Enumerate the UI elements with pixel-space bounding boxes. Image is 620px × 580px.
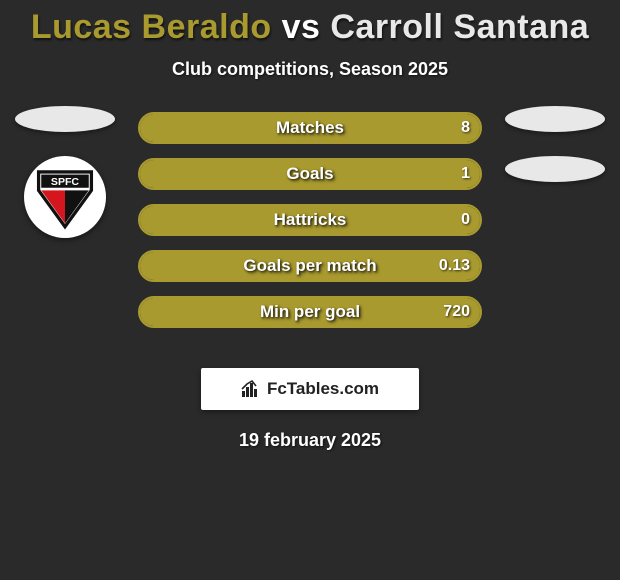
vs-label: vs xyxy=(282,8,321,46)
player-b-marker-ellipse-1 xyxy=(505,106,605,132)
date-label: 19 february 2025 xyxy=(0,430,620,451)
player-a-club-badge: SPFC xyxy=(24,156,106,238)
chart-area: SPFC Matches 8 Goals 1 Hattricks 0 Goals per m… xyxy=(0,112,620,342)
player-a-marker-ellipse xyxy=(15,106,115,132)
bar-label: Goals xyxy=(286,164,333,184)
bar-value-right: 1 xyxy=(461,165,470,183)
bar-value-right: 0.13 xyxy=(439,257,470,275)
bar-label: Matches xyxy=(276,118,344,138)
bar-value-right: 720 xyxy=(443,303,470,321)
spfc-shield-icon: SPFC xyxy=(32,164,98,230)
bar-label: Goals per match xyxy=(243,256,376,276)
stat-bar: Goals 1 xyxy=(138,158,482,190)
subtitle: Club competitions, Season 2025 xyxy=(0,59,620,80)
left-player-column: SPFC xyxy=(10,106,120,238)
bar-label: Hattricks xyxy=(274,210,347,230)
stat-bar: Min per goal 720 xyxy=(138,296,482,328)
bar-label: Min per goal xyxy=(260,302,360,322)
player-a-name: Lucas Beraldo xyxy=(31,8,272,46)
stat-bars: Matches 8 Goals 1 Hattricks 0 Goals per match 0… xyxy=(138,112,482,328)
player-b-marker-ellipse-2 xyxy=(505,156,605,182)
stat-bar: Hattricks 0 xyxy=(138,204,482,236)
stat-bar: Matches 8 xyxy=(138,112,482,144)
bar-value-right: 8 xyxy=(461,119,470,137)
attribution-badge[interactable]: FcTables.com xyxy=(201,368,419,410)
attribution-text: FcTables.com xyxy=(267,379,379,399)
bar-value-right: 0 xyxy=(461,211,470,229)
bar-chart-icon xyxy=(241,379,263,399)
stat-bar: Goals per match 0.13 xyxy=(138,250,482,282)
page-title: Lucas Beraldo vs Carroll Santana xyxy=(0,0,620,47)
right-player-column xyxy=(500,106,610,182)
player-b-name: Carroll Santana xyxy=(330,8,589,46)
infographic-root: Lucas Beraldo vs Carroll Santana Club co… xyxy=(0,0,620,580)
svg-text:SPFC: SPFC xyxy=(51,176,80,188)
